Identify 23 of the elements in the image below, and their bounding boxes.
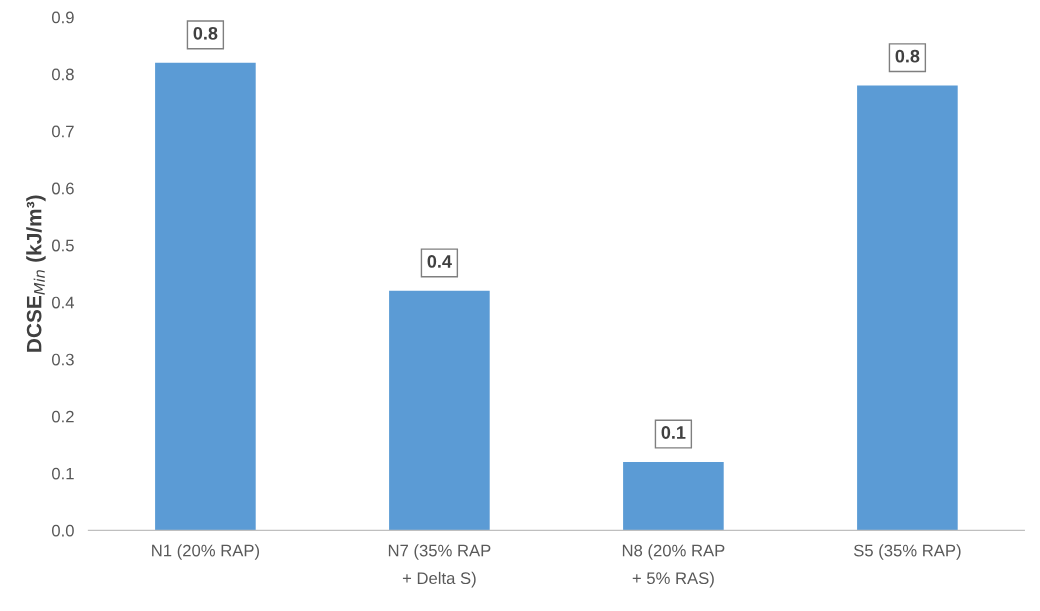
data-label: 0.8	[193, 26, 218, 40]
y-tick-label: 0.1	[52, 467, 74, 480]
y-tick-label: 0.0	[52, 524, 74, 537]
y-tick-label: 0.8	[52, 68, 74, 81]
bar	[155, 62, 256, 531]
y-tick-label: 0.3	[52, 353, 74, 366]
data-label: 0.4	[427, 255, 452, 268]
y-axis-title: DCSE$_{Min}$ (kJ/m³)	[26, 195, 46, 352]
x-tick-label: N1 (20% RAP)	[152, 544, 260, 560]
bar	[857, 85, 958, 531]
y-tick-label: 0.6	[52, 182, 74, 195]
data-label: 0.8	[895, 49, 920, 63]
y-tick-label: 0.9	[52, 11, 74, 24]
y-tick-label: 0.4	[52, 296, 75, 309]
x-tick-label: S5 (35% RAP)	[853, 544, 961, 560]
bar	[623, 461, 724, 531]
data-label: 0.1	[661, 426, 686, 439]
y-tick-label: 0.2	[52, 410, 74, 423]
x-tick-label: N8 (20% RAP + 5% RAS)	[622, 544, 725, 588]
x-tick-label: N7 (35% RAP + Delta S)	[388, 544, 491, 588]
y-tick-label: 0.5	[52, 239, 74, 252]
bar	[389, 290, 490, 531]
y-tick-label: 0.7	[52, 125, 74, 138]
